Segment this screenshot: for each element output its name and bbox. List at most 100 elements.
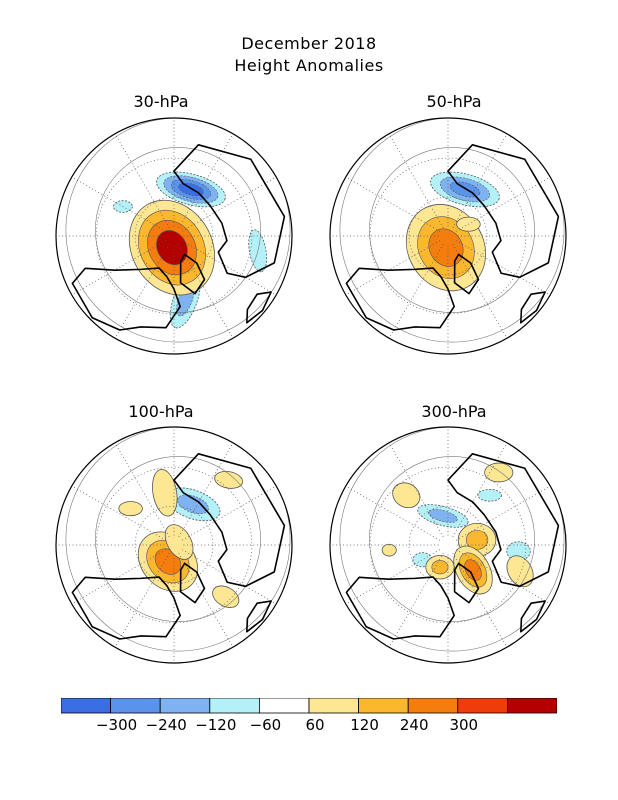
colorbar-swatch	[506, 698, 557, 714]
colorbar-swatch	[407, 698, 459, 714]
coastline	[447, 453, 560, 588]
map-border	[55, 117, 293, 355]
anomaly-contour	[381, 543, 397, 557]
anomaly-contour	[152, 468, 178, 517]
coastline	[345, 267, 455, 331]
panel-label-100hpa: 100-hPa	[128, 402, 194, 421]
meridian-line	[178, 553, 234, 648]
latitude-circle	[134, 196, 214, 276]
colorbar-swatch	[308, 698, 359, 714]
contour-line	[65, 427, 291, 652]
contour-line	[369, 456, 535, 622]
meridian-line	[345, 176, 440, 232]
latitude-circle	[369, 466, 527, 624]
anomaly-contour	[484, 462, 514, 483]
figure-title: December 2018	[241, 34, 377, 53]
meridian-line	[456, 549, 551, 605]
anomaly-contour	[428, 228, 464, 267]
meridian-line	[456, 485, 551, 541]
colorbar-tick-label: −240	[145, 716, 187, 734]
coastline	[453, 253, 480, 295]
meridian-line	[452, 442, 508, 537]
meridian-line	[182, 549, 277, 605]
meridian-line	[114, 244, 170, 339]
meridian-line	[71, 240, 166, 296]
meridian-line	[345, 549, 440, 605]
meridian-line	[388, 133, 444, 228]
colorbar-swatch	[358, 698, 409, 714]
contour-line	[65, 118, 291, 343]
coastline	[71, 267, 181, 331]
meridian-line	[178, 442, 234, 537]
coastline	[246, 291, 272, 324]
colorbar-swatch	[209, 698, 260, 714]
colorbar-swatch	[159, 698, 211, 714]
polar-map-100hpa	[55, 426, 293, 664]
latitude-circle	[95, 466, 253, 624]
coastline	[179, 253, 206, 295]
anomaly-contour	[177, 494, 209, 515]
contour-line	[339, 118, 565, 343]
polar-map-50hpa	[329, 117, 567, 355]
colorbar	[61, 698, 557, 714]
map-border	[329, 117, 567, 355]
colorbar-tick-label: 300	[449, 716, 479, 734]
map-border	[329, 426, 567, 664]
map-background	[330, 427, 566, 663]
meridian-line	[71, 176, 166, 232]
anomaly-contour	[431, 560, 449, 575]
meridian-line	[456, 240, 551, 296]
anomaly-contour	[464, 559, 482, 581]
meridian-line	[114, 133, 170, 228]
meridian-line	[452, 553, 508, 648]
meridian-line	[388, 442, 444, 537]
coastline	[71, 576, 181, 640]
meridian-line	[456, 176, 551, 232]
polar-map-30hpa	[55, 117, 293, 355]
meridian-line	[182, 240, 277, 296]
latitude-circle	[408, 196, 488, 276]
colorbar-tick-label: −60	[249, 716, 282, 734]
map-border	[55, 426, 293, 664]
coastline	[453, 562, 480, 604]
contour-line	[339, 427, 565, 652]
anomaly-contour	[212, 585, 240, 608]
anomaly-contour	[164, 524, 194, 560]
anomaly-contour	[118, 501, 143, 517]
meridian-line	[178, 244, 234, 339]
latitude-circle	[134, 505, 214, 585]
meridian-line	[178, 133, 234, 228]
colorbar-tick-label: 120	[350, 716, 379, 734]
colorbar-swatch	[457, 698, 508, 714]
meridian-line	[182, 485, 277, 541]
meridian-line	[182, 176, 277, 232]
meridian-line	[114, 553, 170, 648]
meridian-line	[388, 553, 444, 648]
colorbar-tick-label: −120	[195, 716, 237, 734]
coastline	[173, 144, 286, 279]
latitude-circle	[95, 157, 253, 315]
contour-line	[95, 456, 261, 622]
anomaly-contour	[465, 530, 489, 550]
meridian-line	[452, 133, 508, 228]
meridian-line	[388, 244, 444, 339]
contour-line	[369, 147, 535, 313]
colorbar-tick-label: −300	[95, 716, 138, 734]
coastline	[179, 562, 206, 604]
coastline	[520, 600, 546, 633]
panel-label-300hpa: 300-hPa	[421, 402, 487, 421]
meridian-line	[114, 442, 170, 537]
coastline	[447, 144, 560, 279]
latitude-circle	[369, 157, 527, 315]
contour-line	[95, 147, 261, 313]
meridian-line	[71, 485, 166, 541]
colorbar-tick-label: 240	[399, 716, 429, 734]
polar-map-300hpa	[329, 426, 567, 664]
anomaly-contour	[477, 488, 502, 502]
meridian-line	[345, 240, 440, 296]
colorbar-swatch	[61, 698, 111, 714]
figure-subtitle: Height Anomalies	[234, 56, 384, 75]
coastline	[173, 453, 286, 588]
panel-label-50hpa: 50-hPa	[426, 92, 482, 111]
panel-label-30hpa: 30-hPa	[133, 92, 189, 111]
